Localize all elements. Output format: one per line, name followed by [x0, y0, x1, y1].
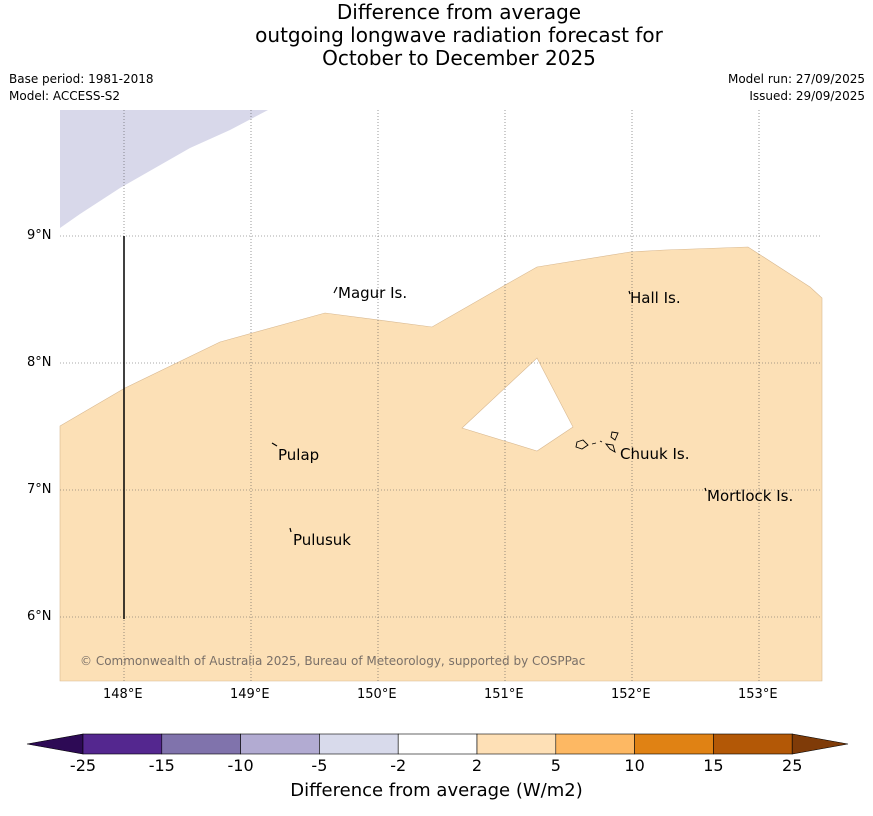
place-hall: Hall Is.: [630, 289, 681, 307]
colorbar-tick-label: -15: [148, 756, 175, 775]
colorbar-tick-label: 10: [624, 756, 645, 775]
lon-label-150e: 150°E: [357, 687, 397, 702]
map-canvas[interactable]: [0, 0, 873, 700]
title-line-1: Difference from average: [336, 0, 582, 24]
colorbar-tick-label: 5: [550, 756, 561, 775]
island-pulap: [271, 442, 278, 447]
lon-label-153e: 153°E: [738, 687, 778, 702]
lat-label-7n: 7°N: [27, 482, 52, 497]
colorbar-tick-label: -5: [311, 756, 328, 775]
place-pulusuk: Pulusuk: [293, 531, 351, 549]
island-magur: [333, 286, 338, 294]
colorbar-segments: [26, 733, 849, 755]
base-period: Base period: 1981-2018: [9, 72, 154, 86]
island-markers: [271, 286, 707, 533]
colorbar-segment: [713, 733, 793, 755]
region-negative-anomaly: [60, 110, 268, 228]
island-mortlock: [704, 487, 707, 492]
model-run: Model run: 27/09/2025: [727, 72, 865, 86]
title-line-3: October to December 2025: [322, 46, 596, 70]
place-pulap: Pulap: [278, 446, 320, 464]
colorbar-segment: [82, 733, 163, 755]
lat-label-9n: 9°N: [27, 228, 52, 243]
lon-label-149e: 149°E: [230, 687, 270, 702]
lat-label-8n: 8°N: [27, 355, 52, 370]
issued-date: Issued: 29/09/2025: [749, 89, 865, 103]
colorbar-tick-label: 15: [703, 756, 724, 775]
colorbar-tick-label: 25: [782, 756, 803, 775]
colorbar-segment: [476, 733, 557, 755]
colorbar-segment: [634, 733, 714, 755]
colorbar-tick-label: -10: [227, 756, 254, 775]
lon-label-148e: 148°E: [103, 687, 143, 702]
region-positive-anomaly: [59, 246, 823, 682]
island-chuuk: [575, 431, 619, 453]
colorbar-extend-high: [791, 733, 849, 755]
colorbar-extend-low: [26, 733, 84, 755]
colorbar-tick-label: -2: [390, 756, 407, 775]
colorbar-tick-label: -25: [69, 756, 97, 775]
island-pulusuk: [289, 527, 292, 533]
copyright-notice: © Commonwealth of Australia 2025, Bureau…: [80, 654, 586, 668]
model-name: Model: ACCESS-S2: [9, 89, 121, 103]
island-hall: [628, 290, 631, 295]
meta-left: Base period: 1981-2018 Model: ACCESS-S2: [9, 71, 154, 105]
region-near-average: [461, 357, 574, 452]
colorbar-segment: [397, 733, 478, 755]
meta-right: Model run: 27/09/2025 Issued: 29/09/2025: [728, 71, 865, 105]
lon-label-152e: 152°E: [611, 687, 651, 702]
place-mortlock: Mortlock Is.: [707, 487, 794, 505]
chart-title: Difference from average outgoing longwav…: [0, 1, 873, 70]
place-magur: Magur Is.: [338, 284, 408, 302]
lat-label-6n: 6°N: [27, 609, 52, 624]
colorbar-label: Difference from average (W/m2): [290, 780, 583, 801]
colorbar-tick-label: 2: [471, 756, 483, 775]
title-line-2: outgoing longwave radiation forecast for: [255, 23, 663, 47]
colorbar-segment: [555, 733, 635, 755]
lon-label-151e: 151°E: [484, 687, 524, 702]
colorbar-segment: [161, 733, 241, 755]
colorbar-segment: [240, 733, 320, 755]
colorbar-segment: [319, 733, 399, 755]
place-chuuk: Chuuk Is.: [620, 445, 690, 463]
